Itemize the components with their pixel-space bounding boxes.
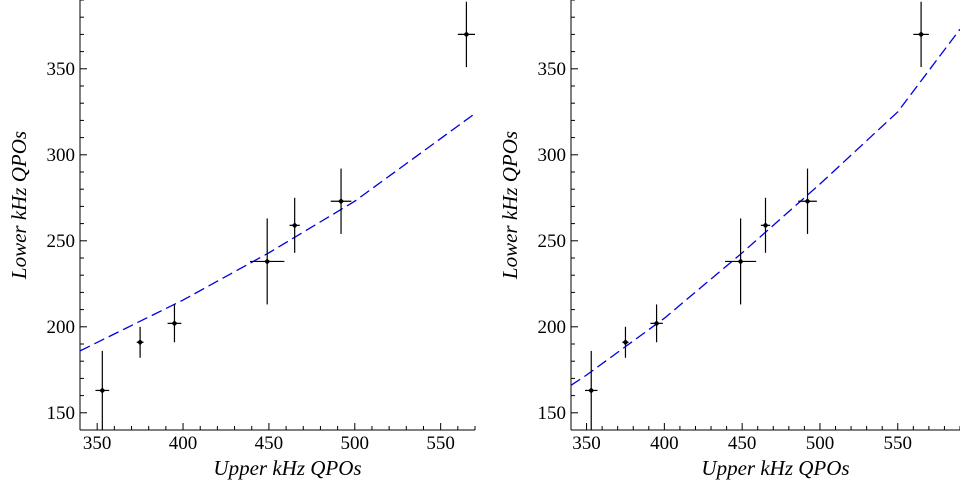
y-axis-title: Lower kHz QPOs	[498, 131, 522, 280]
x-tick-label: 350	[83, 433, 112, 454]
x-tick-label: 500	[341, 433, 370, 454]
data-marker	[653, 320, 660, 327]
x-tick-label: 450	[255, 433, 284, 454]
data-marker	[99, 387, 106, 394]
data-marker	[171, 320, 178, 327]
y-tick-label: 150	[47, 403, 76, 424]
x-axis-title: Upper kHz QPOs	[701, 456, 849, 480]
y-tick-label: 300	[538, 145, 567, 166]
data-point	[585, 350, 598, 430]
y-tick-label: 350	[47, 59, 76, 80]
y-tick-label: 300	[47, 145, 76, 166]
y-tick-label: 250	[538, 231, 567, 252]
fit-curve	[80, 112, 475, 352]
x-tick-label: 450	[728, 433, 757, 454]
data-point	[622, 326, 629, 358]
data-point	[167, 304, 182, 343]
data-point	[95, 350, 110, 430]
data-marker	[264, 258, 271, 265]
data-point	[289, 197, 300, 253]
data-point	[650, 304, 663, 343]
x-tick-label: 550	[884, 433, 913, 454]
data-marker	[622, 339, 629, 346]
y-tick-label: 150	[538, 403, 567, 424]
data-point	[457, 1, 475, 68]
data-point	[250, 218, 285, 305]
data-marker	[804, 198, 811, 205]
chart-panel-1: 350 400 450 500 550 150 200 250 300 350 Upper kHz …	[7, 0, 476, 480]
data-point	[913, 1, 929, 68]
x-tick-label: 400	[169, 433, 198, 454]
x-tick-label: 400	[650, 433, 679, 454]
y-tick-label: 350	[538, 59, 567, 80]
x-tick-label: 500	[806, 433, 835, 454]
x-tick-label: 550	[426, 433, 455, 454]
x-axis-title: Upper kHz QPOs	[213, 456, 361, 480]
data-point	[725, 218, 757, 305]
data-marker	[762, 222, 769, 229]
fit-curve	[571, 28, 960, 386]
data-marker	[291, 222, 298, 229]
data-point	[330, 168, 352, 234]
data-marker	[137, 339, 144, 346]
data-marker	[463, 31, 470, 38]
data-marker	[737, 258, 744, 265]
data-point	[760, 197, 771, 253]
y-axis-title: Lower kHz QPOs	[7, 131, 31, 280]
data-point	[136, 326, 144, 358]
data-point	[798, 168, 817, 234]
y-tick-label: 200	[47, 317, 76, 338]
chart-panel-2: 350 400 450 500 550 150 200 250 300 350 Upper kHz …	[498, 0, 960, 480]
y-tick-label: 250	[47, 231, 76, 252]
data-marker	[338, 198, 345, 205]
y-tick-label: 200	[538, 317, 567, 338]
x-tick-label: 350	[572, 433, 601, 454]
data-marker	[918, 31, 925, 38]
data-marker	[588, 387, 595, 394]
